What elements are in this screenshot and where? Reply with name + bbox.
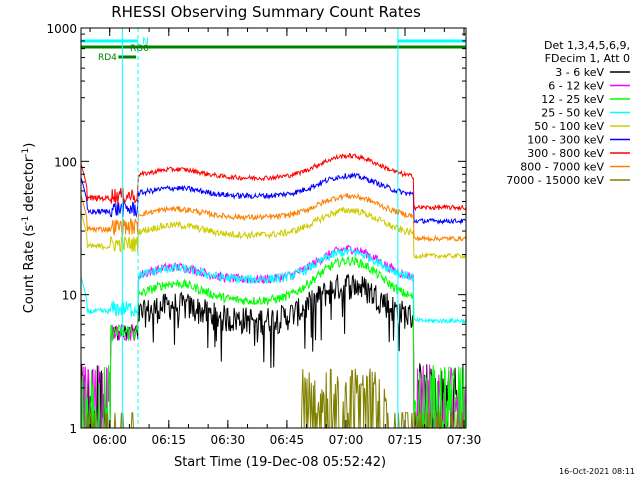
legend-label: 50 - 100 keV: [534, 120, 604, 133]
flag-label: RD0: [130, 44, 149, 54]
legend-label: 25 - 50 keV: [541, 107, 604, 120]
legend-label: 7000 - 15000 keV: [506, 174, 604, 187]
legend-label: 300 - 800 keV: [527, 147, 604, 160]
series-line: [80, 192, 467, 243]
x-tick-label: 07:30: [447, 433, 482, 447]
x-tick-label: 06:30: [211, 433, 246, 447]
y-tick-label: 1000: [46, 22, 77, 36]
x-tick-label: 06:45: [270, 433, 305, 447]
series-line: [80, 274, 467, 430]
y-tick-label: 1: [69, 422, 77, 436]
legend-label: 6 - 12 keV: [548, 80, 604, 93]
x-tick-label: 06:15: [151, 433, 186, 447]
series-line: [80, 255, 467, 430]
series-line: [80, 172, 466, 225]
y-axis-label-main: Count Rate (s: [22, 225, 37, 314]
legend-label: 800 - 7000 keV: [520, 161, 604, 174]
flag-label: N: [142, 37, 149, 47]
legend-label: 100 - 300 keV: [527, 134, 604, 147]
timestamp: 16-Oct-2021 08:11: [559, 467, 635, 476]
y-axis-label: Count Rate (s-1 detector-1): [21, 143, 37, 314]
x-axis-ticks: 06:00 06:15 06:30 06:45 07:00 07:15 07:30: [89, 28, 482, 447]
legend-header-line1: Det 1,3,4,5,6,9,: [544, 39, 630, 52]
series-line: [80, 152, 467, 212]
legend: Det 1,3,4,5,6,9, FDecim 1, Att 0 3 - 6 k…: [506, 39, 630, 187]
y-axis-label-mid: detector: [22, 156, 37, 216]
series-line: [80, 206, 467, 260]
y-tick-label: 10: [62, 289, 77, 303]
series-line: [80, 245, 467, 324]
y-axis-label-sup2: -1: [21, 148, 31, 157]
x-axis-label: Start Time (19-Dec-08 05:52:42): [174, 455, 386, 470]
plot-frame: [80, 27, 467, 429]
y-tick-label: 100: [54, 155, 77, 169]
chart-title: RHESSI Observing Summary Count Rates: [111, 3, 421, 21]
legend-label: 12 - 25 keV: [541, 93, 604, 106]
legend-header-line2: FDecim 1, Att 0: [545, 52, 630, 65]
legend-label: 3 - 6 keV: [555, 66, 604, 79]
y-axis-label-sup1: -1: [21, 216, 31, 225]
y-axis-label-end: ): [22, 143, 37, 148]
x-tick-label: 07:00: [329, 433, 364, 447]
flag-label: RD4: [98, 53, 117, 63]
x-tick-label: 06:00: [92, 433, 127, 447]
x-tick-label: 07:15: [388, 433, 423, 447]
y-axis-ticks: 1 10 100 1000: [46, 22, 466, 436]
